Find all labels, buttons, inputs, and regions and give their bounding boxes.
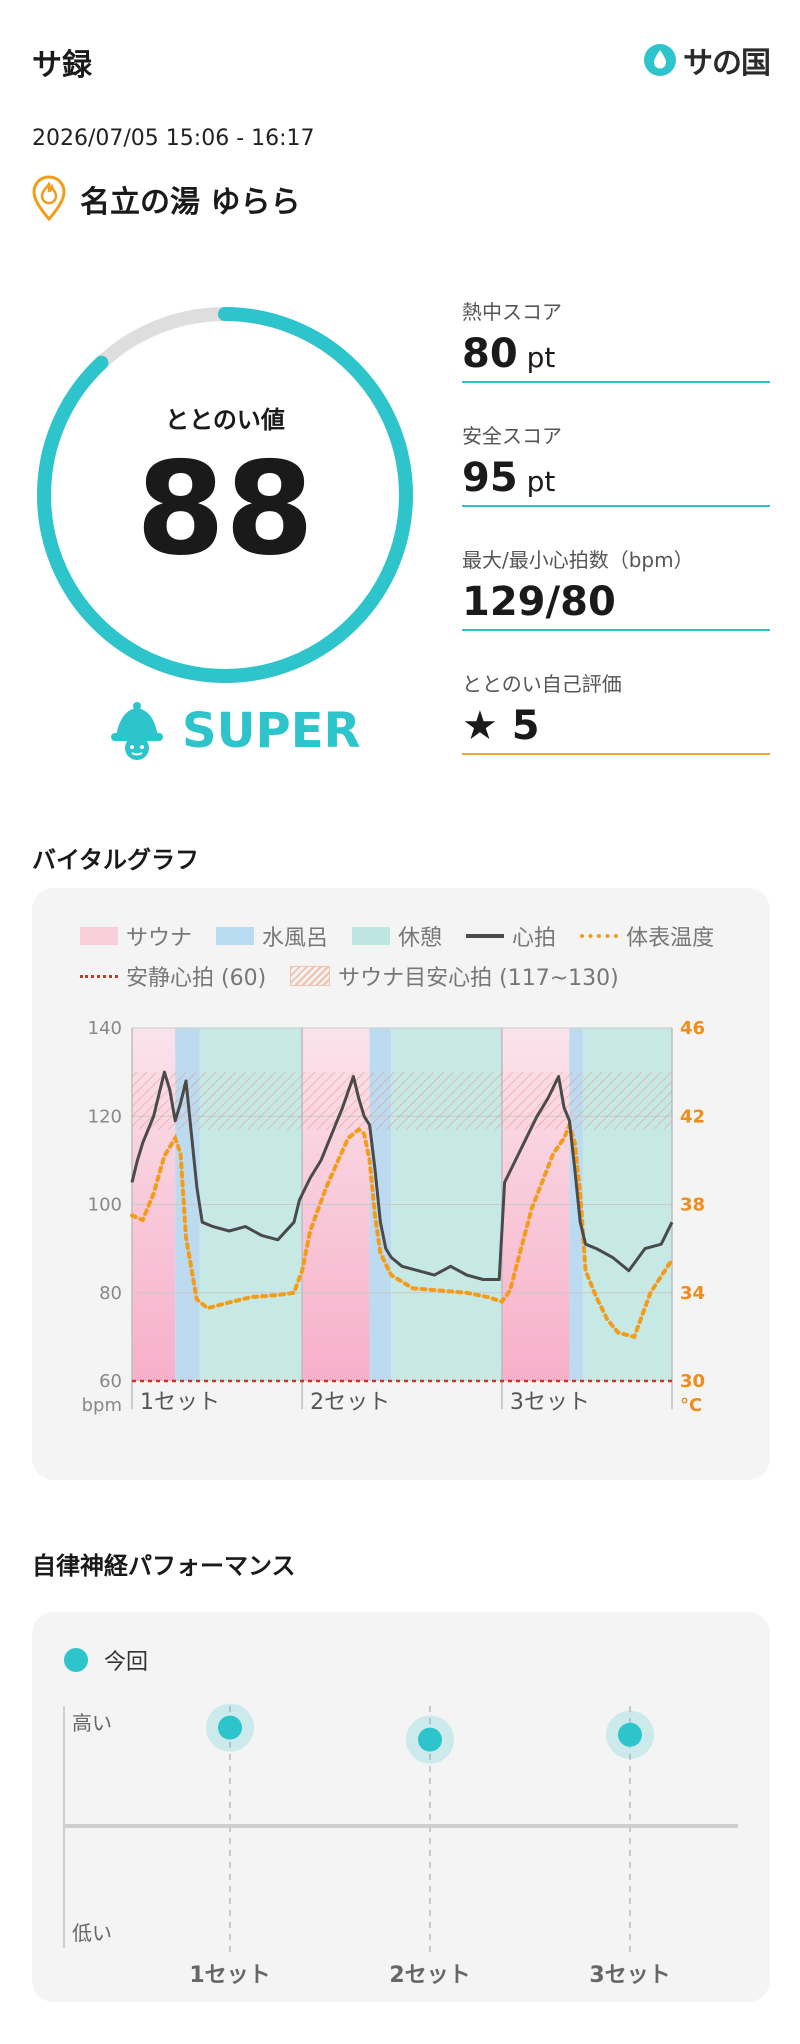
x-category-label: 1セット <box>189 1963 270 1988</box>
score-number: 95 <box>462 455 518 501</box>
score-number: 80 <box>462 331 518 377</box>
score-heart-rate: 最大/最小心拍数（bpm） 129/80 <box>462 544 770 631</box>
score-number: 129/80 <box>462 579 616 625</box>
vital-chart: 140 120 100 80 60 46 42 38 34 30 bpm °C 1セット 2セット 3セッ… <box>82 1018 705 1416</box>
legend-label: 今回 <box>104 1650 149 1675</box>
set-label: 3セット <box>510 1390 590 1415</box>
totonoi-label: ととのい値 <box>165 406 285 434</box>
rank-text: SUPER <box>182 703 361 759</box>
x-category-label: 3セット <box>589 1963 670 1988</box>
autonomic-points: 1セット 2セット 3セット <box>189 1703 671 1988</box>
right-tick-label: 46 <box>680 1018 705 1039</box>
legend-label: 休憩 <box>398 926 443 951</box>
left-tick-label: 80 <box>99 1283 122 1304</box>
legend-label: 安静心拍 (60) <box>126 966 267 991</box>
score-divider <box>462 505 770 507</box>
score-divider <box>462 629 770 631</box>
autonomic-card: 今回 高い 低い 1セット 2セット 3セット <box>32 1612 770 2002</box>
score-unit: pt <box>517 341 556 374</box>
score-label: ととのい自己評価 <box>462 672 622 696</box>
set-labels: 1セット 2セット 3セット <box>140 1390 590 1415</box>
totonoi-value: 88 <box>135 435 315 584</box>
series-body-temp <box>130 1119 674 1340</box>
vital-graph-title: バイタルグラフ <box>32 846 200 874</box>
flame-pin-icon <box>32 175 66 222</box>
water-drop-icon <box>644 44 676 76</box>
totonoi-rank: SUPER <box>108 700 360 762</box>
score-label: 安全スコア <box>462 424 562 448</box>
sauna-hat-icon <box>111 702 163 760</box>
legend-sauna: サウナ <box>80 920 192 952</box>
label-low: 低い <box>72 1921 112 1945</box>
right-tick-label: 30 <box>680 1371 705 1392</box>
x-category-label: 2セット <box>389 1963 470 1988</box>
score-self-eval[interactable]: ととのい自己評価 ★ 5 <box>462 668 770 755</box>
score-value: 129/80 <box>462 579 770 625</box>
data-point <box>418 1727 442 1752</box>
legend-temp: 体表温度 <box>580 920 714 952</box>
right-unit-label: °C <box>680 1395 702 1416</box>
facility-name: 名立の湯 ゆらら <box>80 185 301 220</box>
score-unit: pt <box>517 465 556 498</box>
legend-label: 体表温度 <box>626 926 715 951</box>
legend-resting-hr: 安静心拍 (60) <box>80 960 266 992</box>
right-tick-label: 34 <box>680 1283 705 1304</box>
legend-rest: 休憩 <box>352 920 442 952</box>
totonoi-ring <box>30 300 420 690</box>
data-point <box>218 1715 242 1740</box>
autonomic-chart: 高い 低い 1セット 2セット 3セット <box>63 1703 738 1988</box>
left-unit-label: bpm <box>82 1395 122 1416</box>
legend-hr: 心拍 <box>466 920 556 952</box>
target-hr-band <box>132 1072 672 1130</box>
data-point <box>618 1722 642 1747</box>
left-tick-label: 100 <box>88 1195 122 1216</box>
legend-label: 心拍 <box>512 926 557 951</box>
left-tick-label: 60 <box>99 1371 122 1392</box>
totonoi-progress-arc <box>37 307 413 683</box>
score-divider <box>462 381 770 383</box>
legend-cold: 水風呂 <box>216 920 328 952</box>
score-value: 95 pt <box>462 455 770 501</box>
score-value: 80 pt <box>462 331 770 377</box>
legend-label: サウナ目安心拍 (117~130) <box>338 966 619 991</box>
session-datetime: 2026/07/05 15:06 - 16:17 <box>32 126 315 151</box>
set-label: 2セット <box>310 1390 390 1415</box>
score-value: ★ 5 <box>462 703 770 749</box>
left-tick-label: 120 <box>88 1106 122 1127</box>
vital-legend-2: 安静心拍 (60) サウナ目安心拍 (117~130) <box>80 960 633 992</box>
legend-label: 水風呂 <box>262 926 329 951</box>
label-high: 高い <box>72 1711 112 1735</box>
facility[interactable]: 名立の湯 ゆらら <box>32 175 300 223</box>
score-safety: 安全スコア 95 pt <box>462 420 770 507</box>
right-tick-label: 42 <box>680 1106 705 1127</box>
app-title: サ録 <box>32 48 92 83</box>
score-label: 熱中スコア <box>462 300 562 324</box>
set-label: 1セット <box>140 1390 220 1415</box>
axis-ticks: 140 120 100 80 60 46 42 38 34 30 bpm °C <box>82 1018 705 1416</box>
score-label: 最大/最小心拍数（bpm） <box>462 548 694 572</box>
right-tick-label: 38 <box>680 1195 705 1216</box>
legend-target-hr: サウナ目安心拍 (117~130) <box>290 960 619 992</box>
score-heat: 熱中スコア 80 pt <box>462 296 770 383</box>
vital-graph-card: サウナ 水風呂 休憩 心拍 体表温度 安静心拍 (60) サウナ目安心拍 (11… <box>32 888 770 1480</box>
legend-label: サウナ <box>126 926 193 951</box>
vital-legend: サウナ 水風呂 休憩 心拍 体表温度 <box>80 920 728 952</box>
series-heart-rate <box>130 1070 674 1281</box>
legend-dot <box>64 1648 88 1672</box>
brand-logo: サの国 <box>643 38 771 82</box>
autonomic-legend: 今回 <box>64 1644 148 1676</box>
score-divider <box>462 753 770 755</box>
score-number: ★ 5 <box>462 703 540 749</box>
logo-text: サの国 <box>683 46 771 81</box>
left-tick-label: 140 <box>88 1018 122 1039</box>
autonomic-title: 自律神経パフォーマンス <box>32 1552 296 1580</box>
